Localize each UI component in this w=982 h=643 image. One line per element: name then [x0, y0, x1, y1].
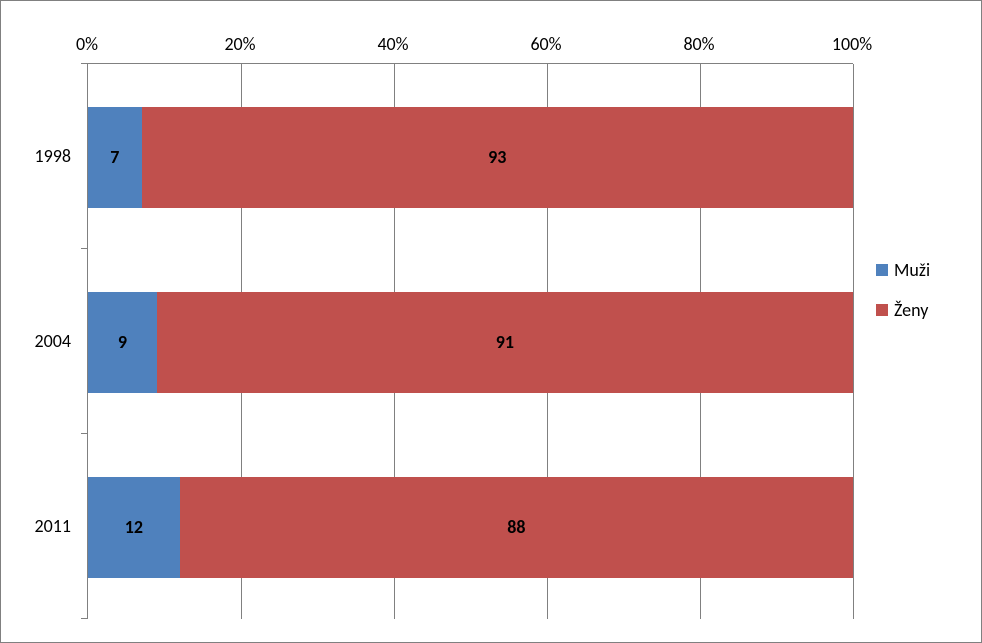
bar-segment-muži: 7 [88, 107, 142, 209]
gridline [853, 64, 854, 619]
x-tick-label: 0% [76, 33, 98, 55]
bar-segment-ženy: 91 [157, 292, 853, 394]
legend: Muži Ženy [876, 259, 930, 321]
y-tick-mark [81, 618, 87, 619]
legend-swatch [876, 304, 888, 316]
y-tick-mark [81, 63, 87, 64]
bar-row: 1288 [88, 477, 853, 579]
legend-item: Ženy [876, 299, 930, 321]
y-tick-label: 2004 [35, 330, 72, 352]
bar-segment-muži: 9 [88, 292, 157, 394]
bar-segment-muži: 12 [88, 477, 180, 579]
bar-row: 991 [88, 292, 853, 394]
bar-row: 793 [88, 107, 853, 209]
chart-frame: 793 991 1288 Muži Ženy 0% 20% 40% 60% 80% 100% 19… [0, 0, 982, 643]
x-tick-label: 60% [530, 33, 561, 55]
legend-label: Muži [894, 259, 930, 281]
x-tick-label: 20% [224, 33, 255, 55]
x-tick-label: 40% [377, 33, 408, 55]
bar-segment-ženy: 93 [142, 107, 853, 209]
legend-item: Muži [876, 259, 930, 281]
y-tick-mark [81, 248, 87, 249]
y-tick-mark [81, 433, 87, 434]
x-tick-label: 80% [683, 33, 714, 55]
x-tick-label: 100% [832, 33, 872, 55]
legend-swatch [876, 264, 888, 276]
legend-label: Ženy [894, 299, 928, 321]
bar-segment-ženy: 88 [180, 477, 853, 579]
y-tick-label: 1998 [35, 145, 72, 167]
plot-area: 793 991 1288 [87, 63, 853, 619]
y-tick-label: 2011 [35, 515, 72, 537]
